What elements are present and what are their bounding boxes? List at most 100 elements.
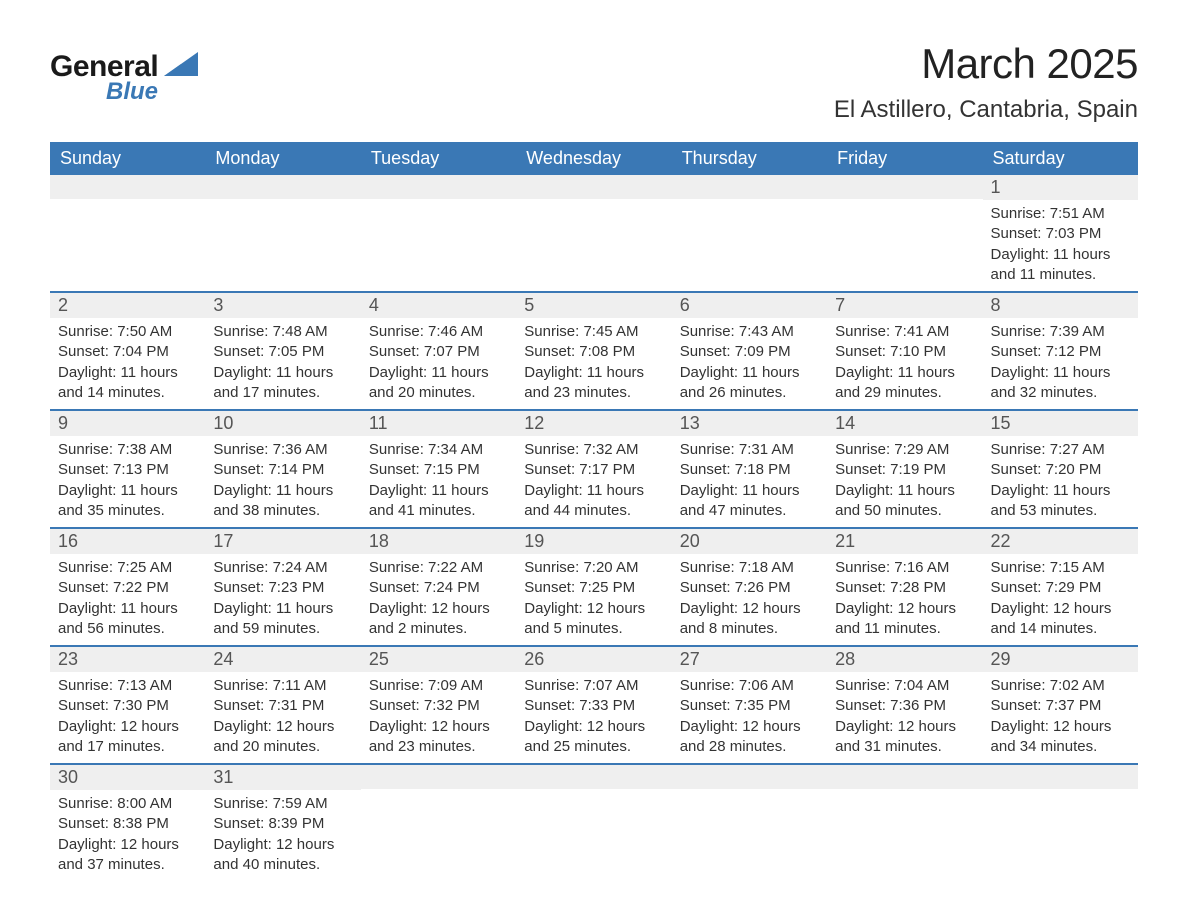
day-day1: Daylight: 11 hours: [835, 363, 974, 383]
day-sunrise: Sunrise: 7:38 AM: [58, 440, 197, 460]
calendar-day-cell: 7Sunrise: 7:41 AMSunset: 7:10 PMDaylight…: [827, 292, 982, 410]
day-details: Sunrise: 7:34 AMSunset: 7:15 PMDaylight:…: [361, 436, 516, 527]
day-details: [827, 789, 982, 869]
day-sunrise: Sunrise: 7:41 AM: [835, 322, 974, 342]
day-day1: Daylight: 11 hours: [991, 481, 1130, 501]
day-details: Sunrise: 7:04 AMSunset: 7:36 PMDaylight:…: [827, 672, 982, 763]
day-day2: and 23 minutes.: [369, 737, 508, 757]
day-day1: Daylight: 11 hours: [58, 363, 197, 383]
day-number: 26: [516, 647, 671, 672]
day-sunrise: Sunrise: 7:29 AM: [835, 440, 974, 460]
logo-text-blue: Blue: [106, 78, 158, 106]
calendar-week-row: 9Sunrise: 7:38 AMSunset: 7:13 PMDaylight…: [50, 410, 1138, 528]
calendar-day-cell: 4Sunrise: 7:46 AMSunset: 7:07 PMDaylight…: [361, 292, 516, 410]
day-number: 23: [50, 647, 205, 672]
day-details: Sunrise: 7:11 AMSunset: 7:31 PMDaylight:…: [205, 672, 360, 763]
day-number: 16: [50, 529, 205, 554]
day-day2: and 35 minutes.: [58, 501, 197, 521]
day-day1: Daylight: 11 hours: [991, 245, 1130, 265]
calendar-day-cell: [516, 764, 671, 881]
day-number: [672, 765, 827, 789]
day-day1: Daylight: 11 hours: [835, 481, 974, 501]
day-sunset: Sunset: 7:22 PM: [58, 578, 197, 598]
day-day1: Daylight: 12 hours: [680, 599, 819, 619]
day-details: [205, 199, 360, 279]
day-sunrise: Sunrise: 7:07 AM: [524, 676, 663, 696]
day-number: [361, 765, 516, 789]
day-details: Sunrise: 7:43 AMSunset: 7:09 PMDaylight:…: [672, 318, 827, 409]
calendar-day-header: Thursday: [672, 142, 827, 175]
day-number: 21: [827, 529, 982, 554]
day-sunset: Sunset: 7:08 PM: [524, 342, 663, 362]
day-number: 15: [983, 411, 1138, 436]
calendar-day-cell: 11Sunrise: 7:34 AMSunset: 7:15 PMDayligh…: [361, 410, 516, 528]
day-day2: and 40 minutes.: [213, 855, 352, 875]
day-number: [827, 765, 982, 789]
day-day2: and 14 minutes.: [58, 383, 197, 403]
day-day1: Daylight: 12 hours: [369, 717, 508, 737]
calendar-day-cell: 5Sunrise: 7:45 AMSunset: 7:08 PMDaylight…: [516, 292, 671, 410]
calendar-week-row: 16Sunrise: 7:25 AMSunset: 7:22 PMDayligh…: [50, 528, 1138, 646]
calendar-week-row: 23Sunrise: 7:13 AMSunset: 7:30 PMDayligh…: [50, 646, 1138, 764]
calendar-day-cell: 9Sunrise: 7:38 AMSunset: 7:13 PMDaylight…: [50, 410, 205, 528]
day-details: Sunrise: 7:06 AMSunset: 7:35 PMDaylight:…: [672, 672, 827, 763]
calendar-week-row: 2Sunrise: 7:50 AMSunset: 7:04 PMDaylight…: [50, 292, 1138, 410]
day-day1: Daylight: 11 hours: [369, 481, 508, 501]
day-details: [516, 199, 671, 279]
day-day1: Daylight: 12 hours: [213, 835, 352, 855]
day-sunset: Sunset: 7:18 PM: [680, 460, 819, 480]
day-details: Sunrise: 7:46 AMSunset: 7:07 PMDaylight:…: [361, 318, 516, 409]
calendar-day-cell: [516, 175, 671, 292]
calendar-day-cell: 17Sunrise: 7:24 AMSunset: 7:23 PMDayligh…: [205, 528, 360, 646]
calendar-day-cell: 15Sunrise: 7:27 AMSunset: 7:20 PMDayligh…: [983, 410, 1138, 528]
calendar-day-cell: 30Sunrise: 8:00 AMSunset: 8:38 PMDayligh…: [50, 764, 205, 881]
day-day2: and 8 minutes.: [680, 619, 819, 639]
day-number: 9: [50, 411, 205, 436]
day-sunset: Sunset: 7:35 PM: [680, 696, 819, 716]
day-sunset: Sunset: 7:09 PM: [680, 342, 819, 362]
day-number: [827, 175, 982, 199]
day-details: Sunrise: 7:32 AMSunset: 7:17 PMDaylight:…: [516, 436, 671, 527]
day-details: Sunrise: 7:48 AMSunset: 7:05 PMDaylight:…: [205, 318, 360, 409]
day-sunset: Sunset: 7:03 PM: [991, 224, 1130, 244]
logo: General Blue: [50, 40, 198, 106]
day-details: Sunrise: 7:50 AMSunset: 7:04 PMDaylight:…: [50, 318, 205, 409]
calendar-day-cell: 19Sunrise: 7:20 AMSunset: 7:25 PMDayligh…: [516, 528, 671, 646]
day-day2: and 11 minutes.: [835, 619, 974, 639]
day-sunrise: Sunrise: 7:45 AM: [524, 322, 663, 342]
calendar-day-cell: 8Sunrise: 7:39 AMSunset: 7:12 PMDaylight…: [983, 292, 1138, 410]
day-number: 28: [827, 647, 982, 672]
day-details: Sunrise: 7:27 AMSunset: 7:20 PMDaylight:…: [983, 436, 1138, 527]
day-day2: and 38 minutes.: [213, 501, 352, 521]
day-sunset: Sunset: 7:31 PM: [213, 696, 352, 716]
day-sunset: Sunset: 7:33 PM: [524, 696, 663, 716]
day-number: 1: [983, 175, 1138, 200]
calendar-day-cell: 3Sunrise: 7:48 AMSunset: 7:05 PMDaylight…: [205, 292, 360, 410]
day-details: [672, 789, 827, 869]
day-number: 31: [205, 765, 360, 790]
calendar-day-header: Tuesday: [361, 142, 516, 175]
day-sunset: Sunset: 7:26 PM: [680, 578, 819, 598]
day-sunrise: Sunrise: 7:32 AM: [524, 440, 663, 460]
day-sunset: Sunset: 7:23 PM: [213, 578, 352, 598]
day-day2: and 23 minutes.: [524, 383, 663, 403]
day-sunrise: Sunrise: 7:02 AM: [991, 676, 1130, 696]
day-number: 25: [361, 647, 516, 672]
day-sunset: Sunset: 7:15 PM: [369, 460, 508, 480]
day-sunset: Sunset: 7:04 PM: [58, 342, 197, 362]
day-details: Sunrise: 7:20 AMSunset: 7:25 PMDaylight:…: [516, 554, 671, 645]
day-day1: Daylight: 12 hours: [991, 599, 1130, 619]
day-sunrise: Sunrise: 7:06 AM: [680, 676, 819, 696]
calendar-day-cell: 18Sunrise: 7:22 AMSunset: 7:24 PMDayligh…: [361, 528, 516, 646]
day-day2: and 32 minutes.: [991, 383, 1130, 403]
calendar-header-row: SundayMondayTuesdayWednesdayThursdayFrid…: [50, 142, 1138, 175]
day-day1: Daylight: 11 hours: [369, 363, 508, 383]
day-day1: Daylight: 12 hours: [213, 717, 352, 737]
day-sunrise: Sunrise: 7:59 AM: [213, 794, 352, 814]
day-sunrise: Sunrise: 7:20 AM: [524, 558, 663, 578]
day-sunset: Sunset: 7:12 PM: [991, 342, 1130, 362]
day-sunset: Sunset: 7:17 PM: [524, 460, 663, 480]
day-day1: Daylight: 12 hours: [58, 835, 197, 855]
day-sunrise: Sunrise: 7:16 AM: [835, 558, 974, 578]
calendar-day-cell: 24Sunrise: 7:11 AMSunset: 7:31 PMDayligh…: [205, 646, 360, 764]
